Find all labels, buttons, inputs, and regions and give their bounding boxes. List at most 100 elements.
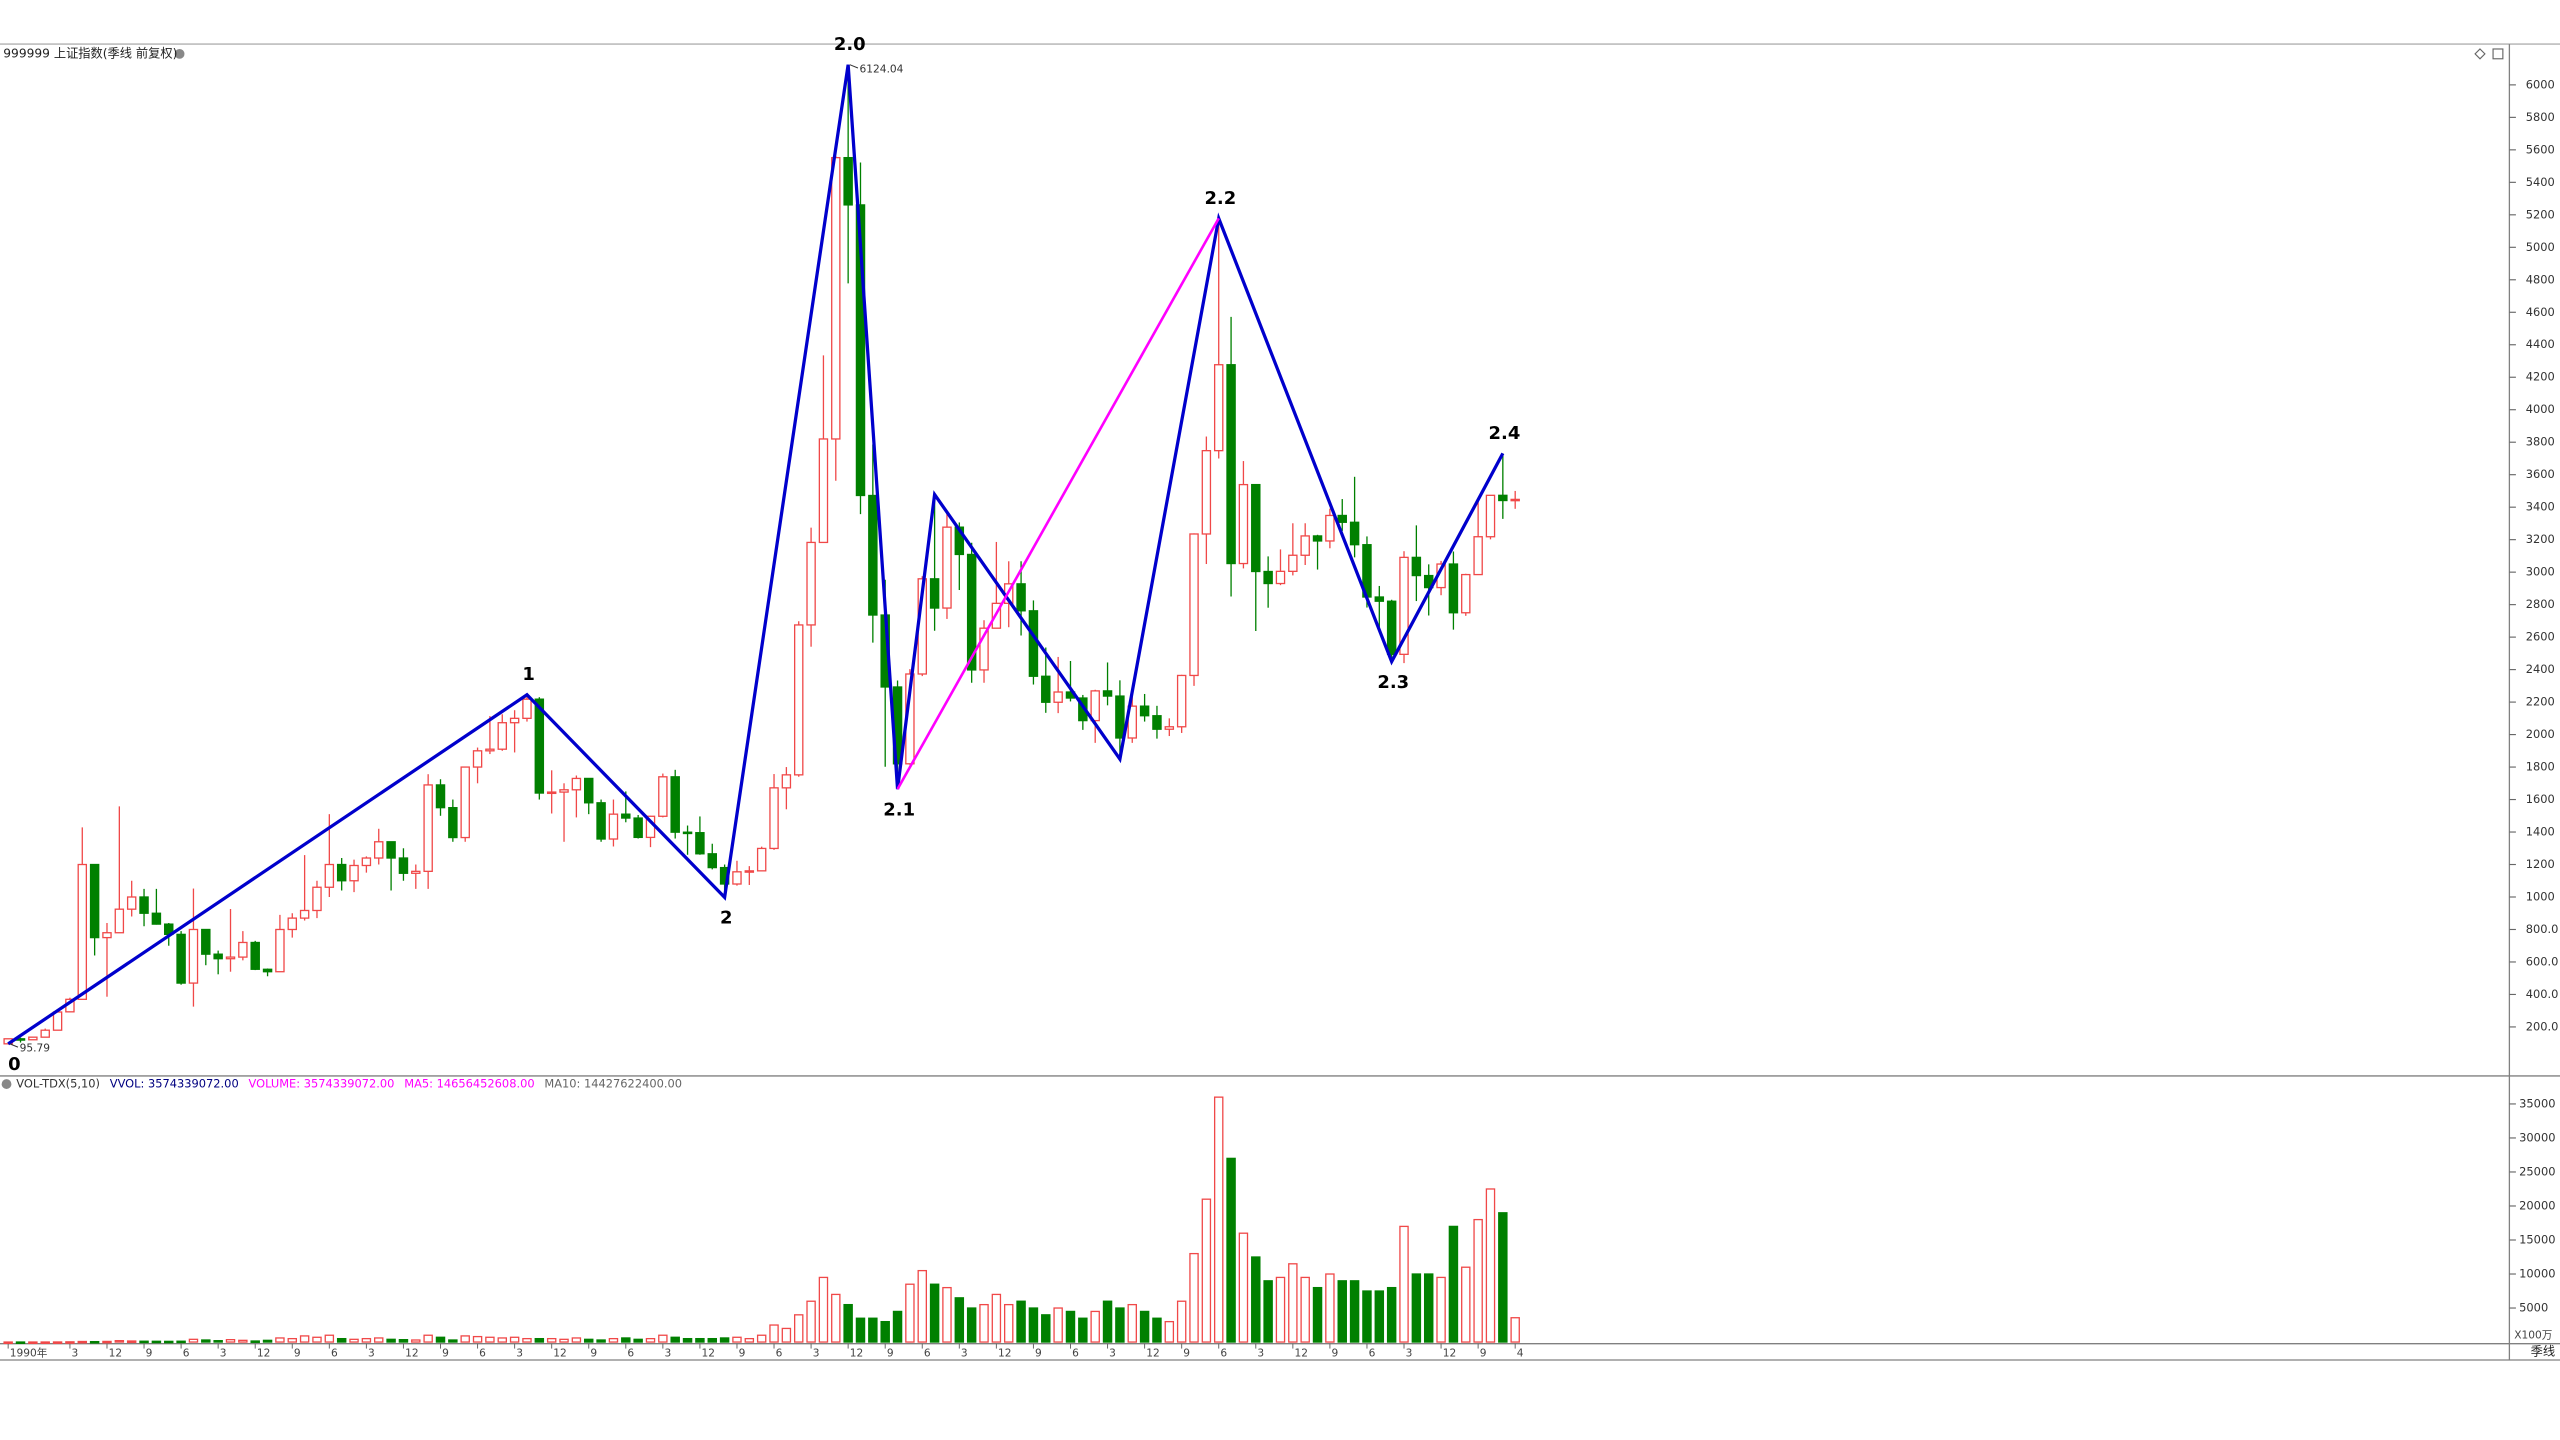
volume-bar <box>781 1327 792 1343</box>
volume-bar <box>695 1337 705 1343</box>
volume-header: MA5: 14656452608.00 <box>404 1077 534 1091</box>
volume-bar <box>213 1340 223 1343</box>
volume-bar <box>769 1324 779 1343</box>
y-tick-label: 4800 <box>2526 272 2555 286</box>
volume-bar <box>1510 1317 1520 1343</box>
x-tick-label: 9 <box>739 1346 746 1359</box>
volume-bar <box>584 1338 594 1343</box>
candle-body <box>744 870 755 873</box>
volume-bar <box>1337 1280 1347 1343</box>
volume-bar <box>65 1341 75 1344</box>
candle-body <box>1139 705 1150 717</box>
window-icon[interactable] <box>2492 48 2504 60</box>
volume-bar <box>1164 1320 1175 1343</box>
volume-bar <box>1065 1310 1076 1343</box>
volume-bar <box>843 1303 853 1343</box>
x-tick-label: 9 <box>146 1346 153 1359</box>
volume-bar <box>349 1338 359 1343</box>
x-tick-label: 3 <box>368 1346 375 1359</box>
y-tick-label: 4000 <box>2526 402 2555 416</box>
x-tick-label: 12 <box>553 1346 567 1359</box>
volume-bar <box>645 1337 656 1343</box>
x-tick-label: 12 <box>998 1346 1012 1359</box>
x-tick-label: 9 <box>1480 1346 1487 1359</box>
candle-body <box>756 847 767 872</box>
volume-bar <box>1102 1300 1113 1343</box>
candle-body <box>472 750 483 768</box>
settings-icon[interactable] <box>1 1079 12 1089</box>
y-tick-label: 400.0 <box>2526 987 2559 1001</box>
x-tick-label: 12 <box>109 1346 123 1359</box>
candle-body <box>1102 690 1113 697</box>
volume-bar <box>374 1337 384 1343</box>
candle-body <box>1213 364 1224 452</box>
candle-body <box>77 863 88 1000</box>
candle-body <box>534 698 545 794</box>
candle-body <box>633 817 643 839</box>
volume-bar <box>608 1337 619 1343</box>
x-tick-label: 3 <box>1257 1346 1264 1359</box>
x-tick-label: 3 <box>72 1346 79 1359</box>
candle-body <box>398 857 409 874</box>
volume-bar <box>250 1340 260 1343</box>
y-tick-label: 5200 <box>2526 207 2555 221</box>
volume-bar <box>1312 1286 1323 1343</box>
wave-label: 2.2 <box>1204 188 1236 209</box>
x-tick-label: 6 <box>1220 1346 1227 1359</box>
volume-bar <box>1115 1307 1125 1343</box>
x-tick-label: 3 <box>664 1346 671 1359</box>
volume-bar <box>1263 1280 1273 1343</box>
x-tick-label: 6 <box>331 1346 338 1359</box>
candle-body <box>1485 494 1496 538</box>
candle-body <box>1115 695 1125 739</box>
volume-bar <box>126 1340 137 1343</box>
candle-body <box>312 886 322 912</box>
volume-bar <box>1238 1232 1249 1343</box>
settings-icon[interactable] <box>174 48 185 59</box>
candle-body <box>374 841 384 859</box>
volume-bar <box>1201 1198 1212 1343</box>
candle-body <box>1238 483 1249 565</box>
volume-bar <box>1028 1307 1039 1343</box>
volume-tick-label: 15000 <box>2519 1232 2555 1246</box>
candle-body <box>102 932 112 939</box>
candle-body <box>435 784 446 809</box>
candle-body <box>1411 556 1422 577</box>
volume-bar <box>855 1317 866 1343</box>
candle-body <box>349 864 359 882</box>
volume-bar <box>336 1337 347 1343</box>
volume-bar <box>1461 1266 1471 1343</box>
volume-bar <box>1423 1273 1434 1343</box>
volume-bar <box>522 1337 532 1343</box>
candle-body <box>448 807 458 839</box>
x-tick-label: 12 <box>850 1346 864 1359</box>
x-tick-label: 9 <box>1035 1346 1042 1359</box>
y-tick-label: 1800 <box>2526 760 2555 774</box>
candle-body <box>225 956 236 960</box>
y-tick-label: 4600 <box>2526 305 2555 319</box>
volume-bar <box>1213 1096 1224 1343</box>
pin-icon[interactable] <box>2474 48 2486 60</box>
volume-bar <box>1288 1263 1298 1343</box>
y-tick-label: 800.0 <box>2526 922 2559 936</box>
y-tick-label: 1000 <box>2526 889 2555 903</box>
volume-bar <box>188 1338 199 1343</box>
volume-bar <box>1349 1280 1360 1343</box>
volume-bar <box>1275 1276 1286 1343</box>
period-label: 季线 <box>2531 1344 2555 1358</box>
y-tick-label: 1600 <box>2526 792 2555 806</box>
volume-bar <box>682 1337 693 1343</box>
volume-bar <box>324 1334 335 1343</box>
candle-body <box>361 857 372 867</box>
volume-bar <box>102 1340 112 1344</box>
candle-body <box>460 766 470 839</box>
x-tick-label: 9 <box>590 1346 597 1359</box>
wave-label: 2.1 <box>883 799 915 820</box>
x-tick-label: 12 <box>1443 1346 1457 1359</box>
x-tick-label: 1990年 <box>10 1346 48 1359</box>
volume-bar <box>596 1339 606 1343</box>
candle-body <box>1337 514 1347 523</box>
volume-bar <box>1189 1252 1199 1343</box>
x-tick-label: 3 <box>813 1346 820 1359</box>
